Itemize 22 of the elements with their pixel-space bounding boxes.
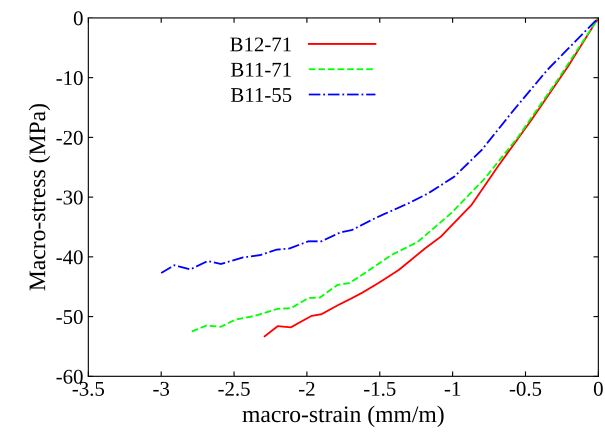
y-tick-label: -50 bbox=[56, 310, 83, 324]
x-tick-label: -3.5 bbox=[72, 382, 104, 396]
y-axis-title: Macro-stress (MPa) bbox=[28, 104, 50, 291]
y-tick-label: -60 bbox=[56, 370, 83, 384]
y-tick-label: -30 bbox=[56, 190, 83, 205]
x-axis-title: macro-strain (mm/m) bbox=[242, 406, 444, 428]
line-series bbox=[190, 18, 598, 332]
y-tick-label: 0 bbox=[74, 11, 83, 26]
y-tick-label: -10 bbox=[56, 71, 83, 86]
legend-label: B12-71 bbox=[230, 37, 291, 52]
legend-label: B11-71 bbox=[231, 62, 291, 77]
x-tick-label: -2.5 bbox=[218, 382, 250, 396]
y-tick-label: -20 bbox=[56, 130, 83, 145]
line-series bbox=[160, 18, 598, 274]
y-tick-label: -40 bbox=[56, 250, 83, 264]
x-tick-label: 0 bbox=[594, 382, 603, 396]
x-tick-label: -1.5 bbox=[364, 382, 396, 396]
x-tick-label: -3 bbox=[153, 382, 170, 396]
x-tick-label: -0.5 bbox=[510, 382, 542, 396]
x-tick-label: -2 bbox=[299, 382, 314, 396]
x-tick-label: -1 bbox=[444, 382, 460, 396]
legend-label: B11-55 bbox=[231, 88, 292, 102]
